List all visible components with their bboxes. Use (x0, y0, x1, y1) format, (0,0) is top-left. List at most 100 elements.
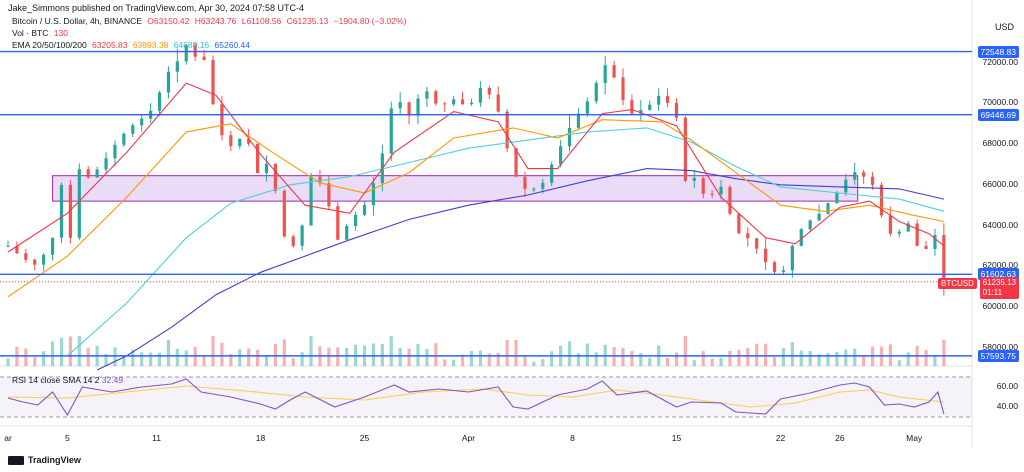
time-tick-label: 15 (671, 433, 682, 443)
candle-body (879, 184, 884, 216)
candle-body (870, 176, 875, 185)
candle-body (113, 144, 117, 159)
time-tick-label: 22 (775, 433, 786, 443)
candle-body (692, 177, 696, 181)
volume-bar (452, 359, 456, 366)
candle-body (425, 91, 429, 99)
candle-body (550, 164, 554, 183)
volume-bar (897, 360, 901, 366)
volume-bar (327, 347, 331, 366)
ema50-value: 63893.38 (132, 40, 169, 50)
volume-bar (781, 348, 786, 366)
rsi-line (7, 378, 945, 417)
price-tick-label: 60000.00 (982, 300, 1018, 311)
volume-bar (273, 344, 277, 366)
volume-bar (541, 359, 545, 366)
candle-body (157, 92, 162, 111)
volume-bar (728, 350, 732, 366)
candle-body (808, 220, 812, 230)
candle-body (648, 104, 652, 110)
candle-body (737, 213, 741, 234)
volume-bar (247, 348, 251, 366)
volume-bar (737, 349, 741, 366)
volume-bar (888, 344, 892, 366)
candle-body (541, 182, 545, 189)
price-tick-label: 70000.00 (982, 97, 1018, 108)
ema-label[interactable]: EMA 20/50/100/200 (12, 40, 87, 50)
volume-bar (942, 339, 946, 366)
candle-body (33, 259, 37, 265)
rsi-tick-label: 60.00 (996, 381, 1018, 391)
candle-body (452, 99, 456, 105)
candle-body (799, 229, 803, 246)
level-price-tag: 72548.83 (977, 45, 1019, 58)
candle-body (576, 113, 581, 128)
volume-bar (157, 352, 162, 366)
change-value: −1904.80 (−3.02%) (333, 16, 407, 26)
volume-bar (211, 336, 215, 366)
time-tick-label: 5 (65, 433, 70, 443)
volume-bar (826, 353, 830, 366)
candle-body (345, 226, 349, 240)
rsi-label[interactable]: RSI 14 close SMA 14 2 (12, 375, 100, 385)
ema20-line (7, 82, 945, 253)
candle-body (166, 71, 171, 93)
time-tick-label: 11 (152, 433, 161, 443)
ema100-line (67, 127, 945, 357)
candle-body (683, 117, 687, 181)
candle-body (389, 108, 393, 154)
candle-body (336, 206, 340, 240)
price-tick-label: 72000.00 (982, 56, 1018, 67)
candle-body (247, 138, 251, 144)
candle-body (15, 245, 19, 254)
candle-body (398, 102, 402, 109)
currency-label[interactable]: USD (994, 22, 1014, 32)
candle-body (50, 237, 55, 255)
candle-body (674, 103, 679, 118)
candle-body (746, 233, 750, 239)
volume-bar (906, 352, 910, 366)
candle-body (888, 215, 892, 234)
candle-body (665, 96, 670, 104)
volume-bar (844, 349, 848, 366)
candle-body (906, 223, 910, 232)
volume-bar (389, 336, 393, 366)
candle-body (68, 184, 72, 238)
volume-legend: Vol · BTC 130 (12, 28, 71, 38)
volume-bar (416, 344, 420, 366)
publisher-header: Jake_Simmons published on TradingView.co… (8, 3, 305, 13)
rsi-ma-line (7, 385, 944, 408)
candle-body (514, 148, 518, 177)
candle-body (915, 223, 919, 246)
price-tick-label: 68000.00 (982, 138, 1018, 149)
volume-bar (77, 336, 81, 366)
level-price-tag: 57593.75 (977, 349, 1019, 362)
volume-bar (478, 350, 482, 366)
volume-bar (487, 353, 491, 366)
volume-bar (68, 336, 72, 366)
candle-body (469, 102, 474, 105)
volume-bar (166, 339, 171, 366)
volume-bar (24, 348, 28, 366)
volume-label[interactable]: Vol · BTC (12, 28, 49, 38)
candle-body (282, 190, 286, 237)
time-tick-label: Apr (461, 433, 476, 443)
candle-body (710, 193, 714, 195)
volume-bar (585, 343, 589, 366)
candle-body (844, 179, 848, 193)
volume-bar (443, 359, 447, 366)
volume-bar (665, 357, 670, 366)
volume-bar (799, 350, 803, 366)
volume-bar (594, 352, 598, 366)
volume-bar (131, 349, 135, 366)
volume-bar (701, 351, 705, 366)
symbol-name[interactable]: Bitcoin / U.S. Dollar, 4h, BINANCE (12, 16, 142, 26)
time-tick-label: ar (4, 433, 12, 443)
candle-body (924, 245, 928, 249)
candle-body (77, 169, 81, 238)
volume-bar (336, 347, 340, 366)
volume-bar (746, 347, 750, 366)
candle-body (567, 127, 572, 147)
tradingview-brand[interactable]: TradingView (8, 455, 81, 466)
